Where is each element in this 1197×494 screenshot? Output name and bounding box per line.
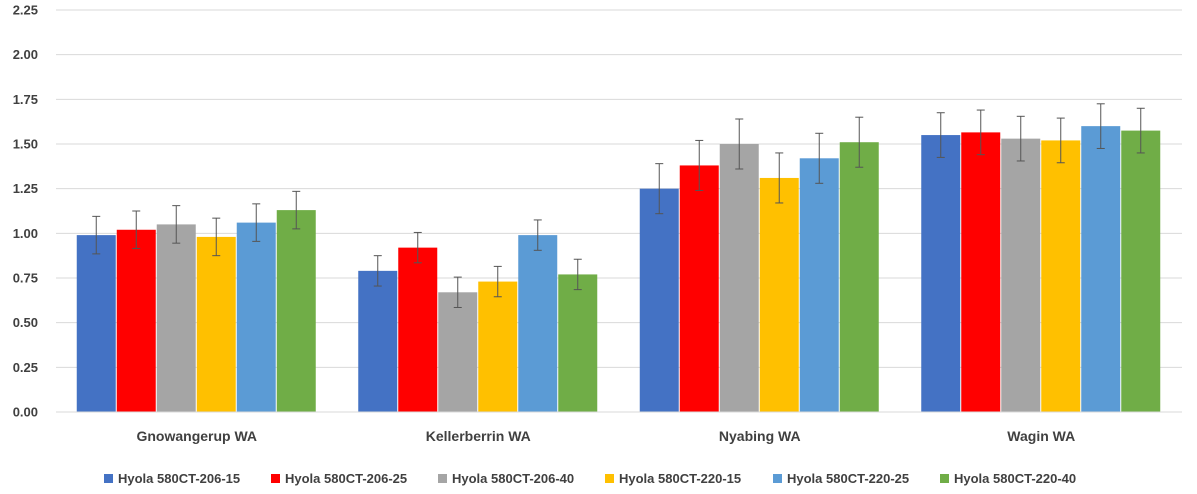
bar: [799, 158, 839, 412]
bar: [759, 177, 799, 412]
y-tick-label: 0.50: [13, 315, 38, 330]
category-label: Nyabing WA: [719, 428, 801, 444]
legend-label: Hyola 580CT-206-25: [285, 471, 407, 486]
bar: [358, 270, 398, 412]
y-tick-label: 1.75: [13, 92, 38, 107]
bar: [478, 281, 518, 412]
bar: [558, 274, 598, 412]
bar: [196, 236, 236, 412]
legend-swatch: [605, 474, 614, 483]
y-tick-label: 1.50: [13, 137, 38, 152]
bar: [276, 210, 316, 412]
legend-label: Hyola 580CT-220-15: [619, 471, 741, 486]
bar: [639, 188, 679, 412]
bar: [156, 224, 196, 412]
bar: [839, 142, 879, 413]
bar: [1081, 126, 1121, 412]
legend-label: Hyola 580CT-206-40: [452, 471, 574, 486]
bar: [921, 135, 961, 413]
y-axis-ticks: 0.00 0.25 0.50 0.75 1.00 1.25 1.50 1.75 2.00 2.25: [13, 3, 38, 420]
legend-swatch: [271, 474, 280, 483]
bar: [518, 235, 558, 412]
legend-swatch: [438, 474, 447, 483]
y-tick-label: 1.25: [13, 181, 38, 196]
legend-swatch: [104, 474, 113, 483]
y-tick-label: 2.00: [13, 47, 38, 62]
bar: [679, 165, 719, 412]
bar: [1121, 130, 1161, 412]
legend-label: Hyola 580CT-220-40: [954, 471, 1076, 486]
bar: [398, 247, 438, 412]
bar: [961, 132, 1001, 413]
bar: [76, 235, 116, 412]
category-label: Kellerberrin WA: [426, 428, 531, 444]
legend-swatch: [773, 474, 782, 483]
y-tick-label: 1.00: [13, 226, 38, 241]
bar: [236, 222, 276, 412]
bar: [1041, 140, 1081, 412]
y-tick-label: 2.25: [13, 3, 38, 18]
y-tick-label: 0.75: [13, 271, 38, 286]
bar: [719, 144, 759, 412]
x-axis-categories: Gnowangerup WA Kellerberrin WA Nyabing WA W…: [136, 428, 1075, 444]
bar: [1001, 138, 1041, 412]
legend-label: Hyola 580CT-220-25: [787, 471, 909, 486]
y-tick-label: 0.00: [13, 405, 38, 420]
error-bars: [92, 103, 1145, 308]
bar: [116, 229, 156, 412]
legend: Hyola 580CT-206-15 Hyola 580CT-206-25 Hyol…: [104, 471, 1076, 486]
category-label: Gnowangerup WA: [136, 428, 257, 444]
bar: [438, 292, 478, 412]
legend-swatch: [940, 474, 949, 483]
y-tick-label: 0.25: [13, 360, 38, 375]
legend-label: Hyola 580CT-206-15: [118, 471, 240, 486]
bars: [76, 126, 1161, 413]
category-label: Wagin WA: [1007, 428, 1075, 444]
